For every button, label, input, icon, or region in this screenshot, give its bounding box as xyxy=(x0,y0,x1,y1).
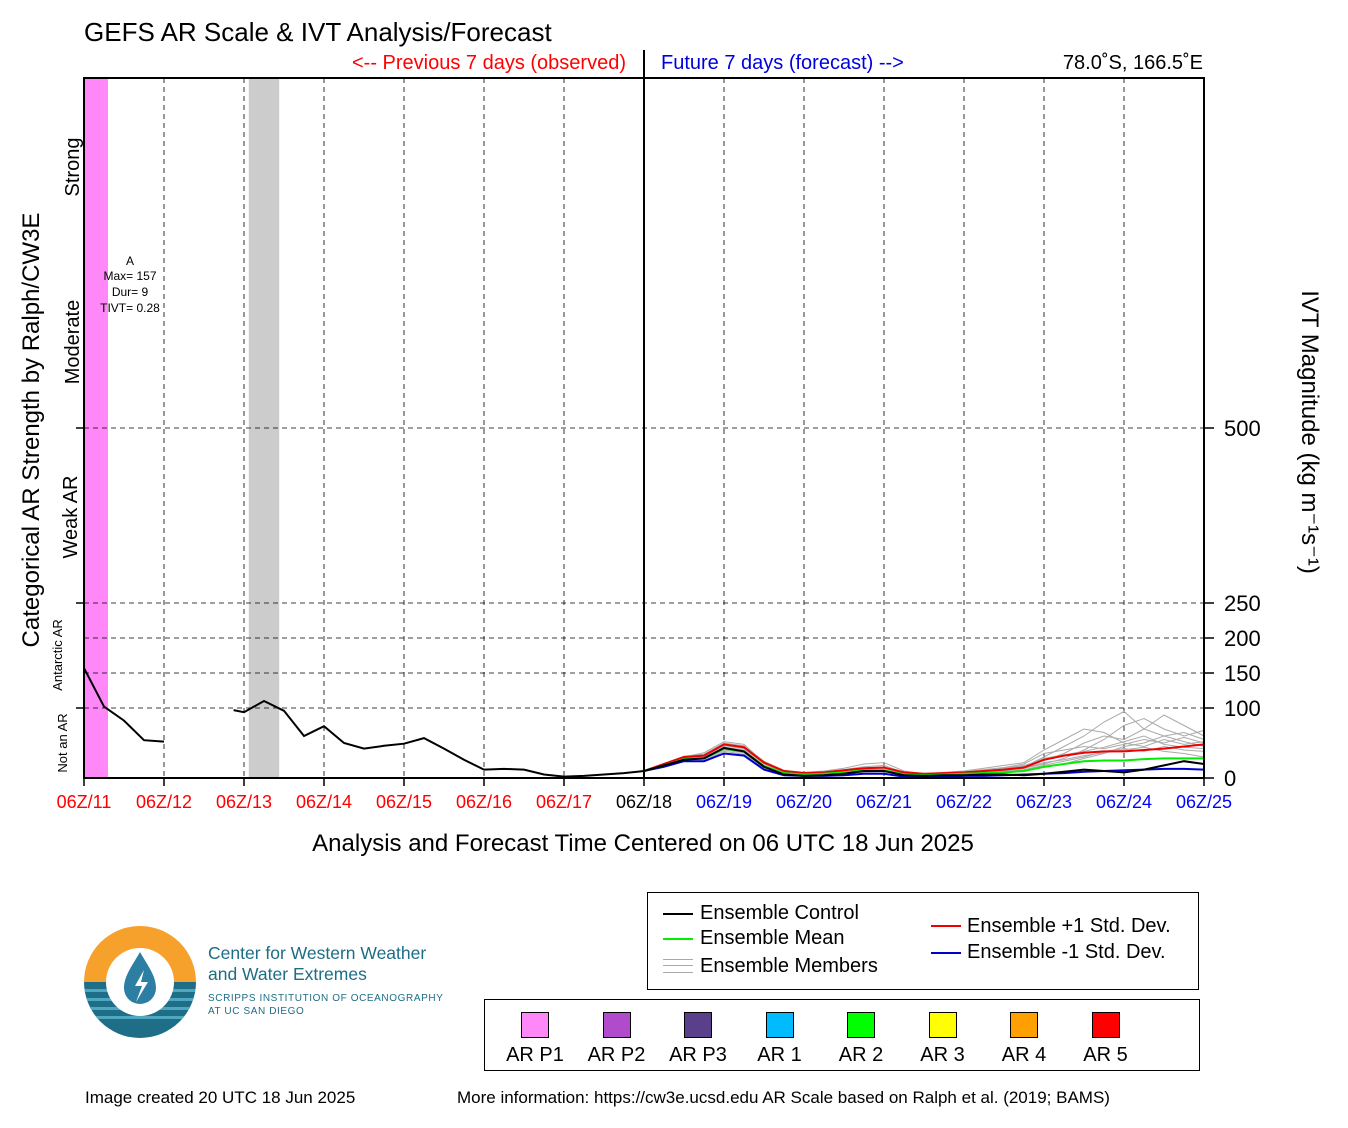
right-axis-title: IVT Magnitude (kg m⁻¹s⁻¹) xyxy=(1296,290,1323,574)
legend-members-label: Ensemble Members xyxy=(700,955,878,977)
y-tick-label-500: 500 xyxy=(1224,416,1261,441)
y-tick-label-0: 0 xyxy=(1224,766,1236,791)
ar-scale-label-4: AR 2 xyxy=(838,1044,884,1066)
location-label: 78.0˚S, 166.5˚E xyxy=(1063,52,1203,74)
category-weak-ar: Weak AR xyxy=(60,476,82,559)
logo-subtitle: SCRIPPS INSTITUTION OF OCEANOGRAPHY AT U… xyxy=(208,992,443,1018)
x-tick-label-8: 06Z/19 xyxy=(696,792,752,812)
legend-members-swatch-mid xyxy=(663,965,693,966)
ar-scale-label-1: AR P2 xyxy=(587,1044,646,1066)
x-tick-label-9: 06Z/20 xyxy=(776,792,832,812)
ar-scale-swatch-6 xyxy=(1010,1012,1038,1038)
ar-scale-label-3: AR 1 xyxy=(757,1044,802,1066)
category-moderate: Moderate xyxy=(62,300,84,385)
legend-minus-sd-label: Ensemble -1 Std. Dev. xyxy=(967,941,1166,963)
annotation-dur: Dur= 9 xyxy=(112,285,149,299)
footer-more-info: More information: https://cw3e.ucsd.edu … xyxy=(457,1088,1110,1107)
ar-scale-label-0: AR P1 xyxy=(506,1044,564,1066)
x-tick-label-1: 06Z/12 xyxy=(136,792,192,812)
ar-scale-swatch-4 xyxy=(847,1012,875,1038)
line-legend: Ensemble Control Ensemble Mean Ensemble … xyxy=(647,892,1199,990)
y-tick-label-250: 250 xyxy=(1224,591,1261,616)
x-tick-label-6: 06Z/17 xyxy=(536,792,592,812)
ar-scale-label-5: AR 3 xyxy=(920,1044,965,1066)
ar-scale-label-6: AR 4 xyxy=(1001,1044,1047,1066)
ar-scale-swatch-1 xyxy=(602,1012,631,1038)
y-tick-label-100: 100 xyxy=(1224,696,1261,721)
chart-title: GEFS AR Scale & IVT Analysis/Forecast xyxy=(84,17,552,47)
x-tick-label-4: 06Z/15 xyxy=(376,792,432,812)
logo-title: Center for Western Weather and Water Ext… xyxy=(208,943,426,985)
left-axis-title: Categorical AR Strength by Ralph/CW3E xyxy=(18,213,45,648)
legend-control-label: Ensemble Control xyxy=(700,902,859,924)
legend-minus-sd-swatch xyxy=(931,952,961,954)
legend-members-swatch xyxy=(663,959,693,973)
legend-control-swatch xyxy=(663,913,693,915)
ar-scale-swatch-5 xyxy=(928,1012,957,1038)
annotation-max: Max= 157 xyxy=(103,269,156,283)
plus-sd-line xyxy=(643,743,1205,775)
previous-label: <-- Previous 7 days (observed) xyxy=(352,52,626,74)
ar-scale-legend: AR P1 AR P2 AR P3 AR 1 AR 2 AR 3 AR 4 AR 5 xyxy=(484,999,1200,1071)
ensemble-control-line-0 xyxy=(83,667,165,743)
logo-line1: Center for Western Weather xyxy=(208,943,427,963)
y-tick-label-150: 150 xyxy=(1224,661,1261,686)
legend-plus-sd-label: Ensemble +1 Std. Dev. xyxy=(967,915,1171,937)
chart: GEFS AR Scale & IVT Analysis/Forecast <-… xyxy=(18,17,1323,857)
ar-scale-swatch-0 xyxy=(521,1012,549,1038)
ar-scale-label-2: AR P3 xyxy=(669,1044,727,1066)
x-tick-label-11: 06Z/22 xyxy=(936,792,992,812)
ensemble-control-line-1 xyxy=(233,699,1205,778)
right-axis-title-text: IVT Magnitude xyxy=(1296,290,1323,446)
ar-scale-swatch-3 xyxy=(765,1012,794,1038)
logo-line4: AT UC SAN DIEGO xyxy=(208,1006,305,1017)
legend-mean-swatch xyxy=(663,938,693,940)
x-tick-label-2: 06Z/13 xyxy=(216,792,272,812)
ar-scale-swatch-2 xyxy=(684,1012,712,1038)
x-tick-label-12: 06Z/23 xyxy=(1016,792,1072,812)
cw3e-logo-icon xyxy=(84,926,196,1038)
x-tick-label-5: 06Z/16 xyxy=(456,792,512,812)
x-tick-label-13: 06Z/24 xyxy=(1096,792,1152,812)
category-strong: Strong xyxy=(62,138,84,197)
legend-plus-sd-swatch xyxy=(931,925,961,927)
x-tick-label-7: 06Z/18 xyxy=(616,792,672,812)
logo-line3: SCRIPPS INSTITUTION OF OCEANOGRAPHY xyxy=(208,993,444,1004)
x-axis-title: Analysis and Forecast Time Centered on 0… xyxy=(312,830,974,857)
y-tick-label-200: 200 xyxy=(1224,626,1261,651)
ar-scale-label-7: AR 5 xyxy=(1083,1044,1128,1066)
annotation-event: A xyxy=(126,254,134,268)
annotation-tivt: TIVT= 0.28 xyxy=(100,301,160,315)
x-tick-label-10: 06Z/21 xyxy=(856,792,912,812)
logo-line2: and Water Extremes xyxy=(208,964,367,984)
legend-mean-label: Ensemble Mean xyxy=(700,927,845,949)
right-axis-units: (kg m⁻¹s⁻¹) xyxy=(1296,453,1323,574)
x-tick-label-14: 06Z/25 xyxy=(1176,792,1232,812)
x-tick-label-3: 06Z/14 xyxy=(296,792,352,812)
future-label: Future 7 days (forecast) --> xyxy=(661,52,904,74)
category-not-ar: Not an AR xyxy=(55,713,70,772)
category-antarctic-ar: Antarctic AR xyxy=(50,619,65,691)
x-tick-label-0: 06Z/11 xyxy=(57,792,112,812)
footer-created: Image created 20 UTC 18 Jun 2025 xyxy=(85,1088,356,1107)
ar-scale-swatch-7 xyxy=(1091,1012,1120,1038)
